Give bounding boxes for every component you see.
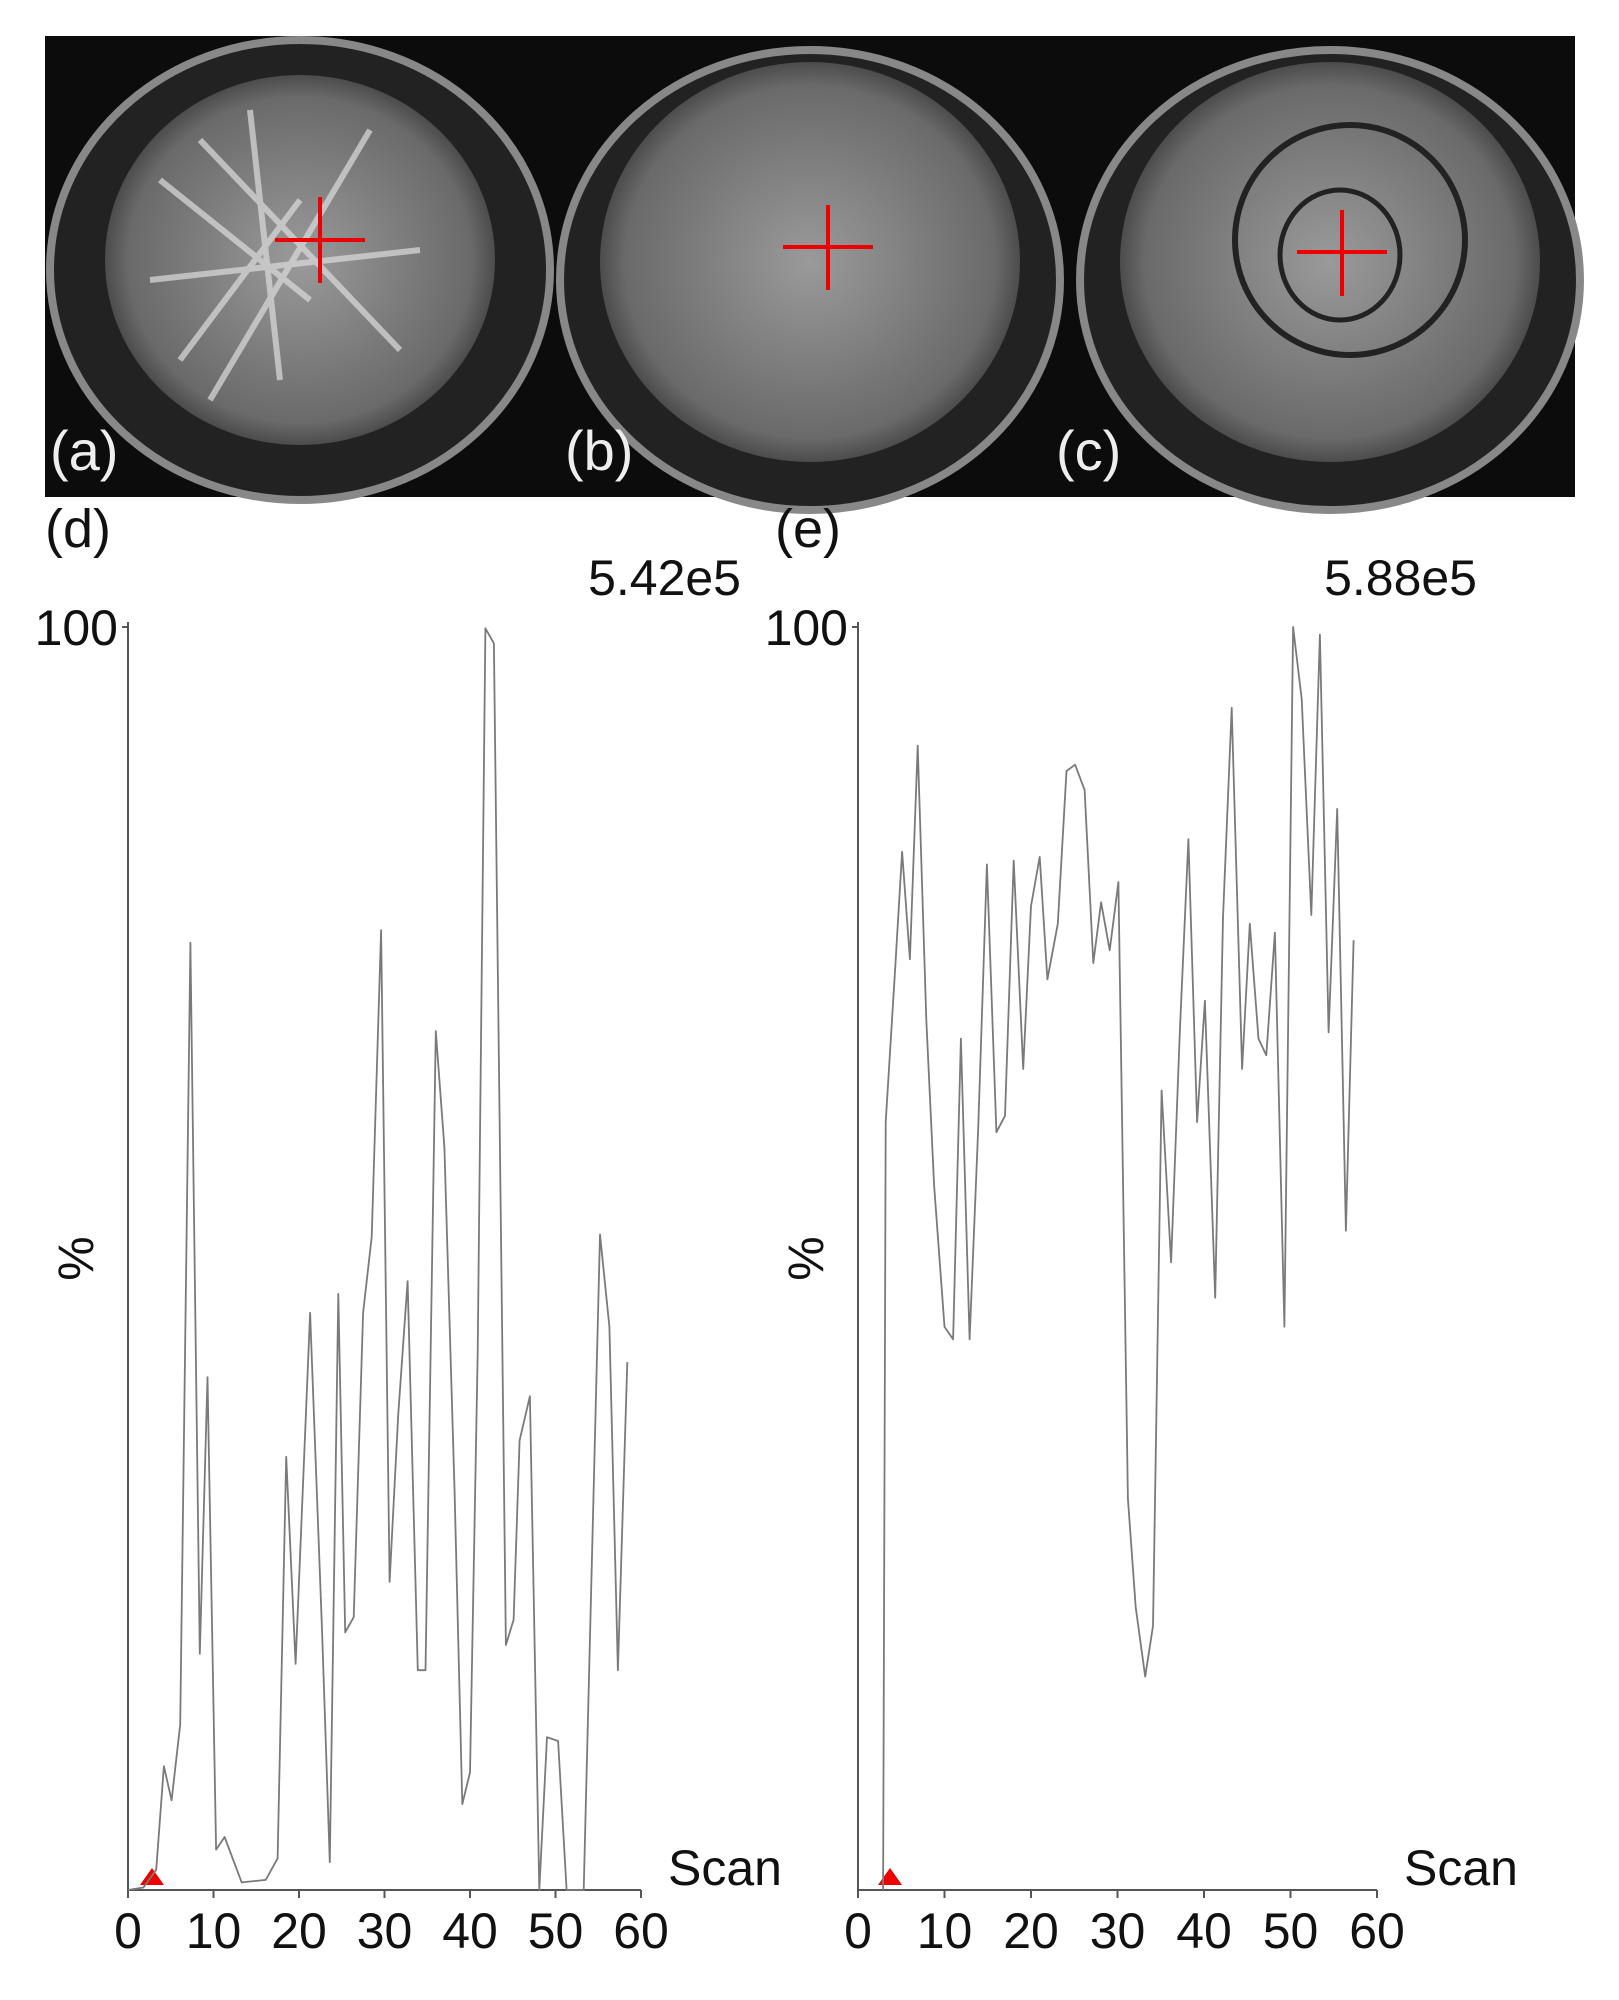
x-tick-label: 60 xyxy=(613,1903,669,1959)
x-tick-label: 20 xyxy=(1003,1903,1059,1959)
photo-strip: (a) (b) (c) xyxy=(45,36,1584,514)
x-axis-label: Scan xyxy=(668,1840,782,1896)
y-axis-label: % xyxy=(778,1236,834,1280)
annotation: 5.88e5 xyxy=(1324,550,1477,606)
x-tick-label: 50 xyxy=(1263,1903,1319,1959)
x-tick-label: 60 xyxy=(1349,1903,1405,1959)
photo-label: (b) xyxy=(565,419,633,482)
x-tick-label: 50 xyxy=(528,1903,584,1959)
y-tick-label: 100 xyxy=(765,600,848,656)
y-tick-label: 100 xyxy=(35,600,118,656)
x-axis-label: Scan xyxy=(1404,1840,1518,1896)
photo-a xyxy=(46,36,554,504)
x-tick-label: 40 xyxy=(442,1903,498,1959)
photo-b xyxy=(556,46,1064,514)
photo-label: (a) xyxy=(50,419,118,482)
x-tick-label: 0 xyxy=(844,1903,872,1959)
data-line xyxy=(127,627,629,1891)
x-tick-label: 30 xyxy=(1090,1903,1146,1959)
annotation: 5.42e5 xyxy=(588,550,741,606)
x-tick-label: 30 xyxy=(357,1903,413,1959)
panel-label: (d) xyxy=(45,499,111,559)
photo-label: (c) xyxy=(1056,419,1121,482)
panel-label: (e) xyxy=(775,499,841,559)
y-axis-label: % xyxy=(48,1236,104,1280)
x-tick-label: 10 xyxy=(186,1903,242,1959)
x-tick-label: 20 xyxy=(271,1903,327,1959)
photo-c xyxy=(1076,46,1584,514)
x-tick-label: 0 xyxy=(114,1903,142,1959)
x-tick-label: 10 xyxy=(917,1903,973,1959)
x-tick-label: 40 xyxy=(1176,1903,1232,1959)
data-line xyxy=(882,626,1355,1891)
scan-marker xyxy=(878,1868,902,1885)
